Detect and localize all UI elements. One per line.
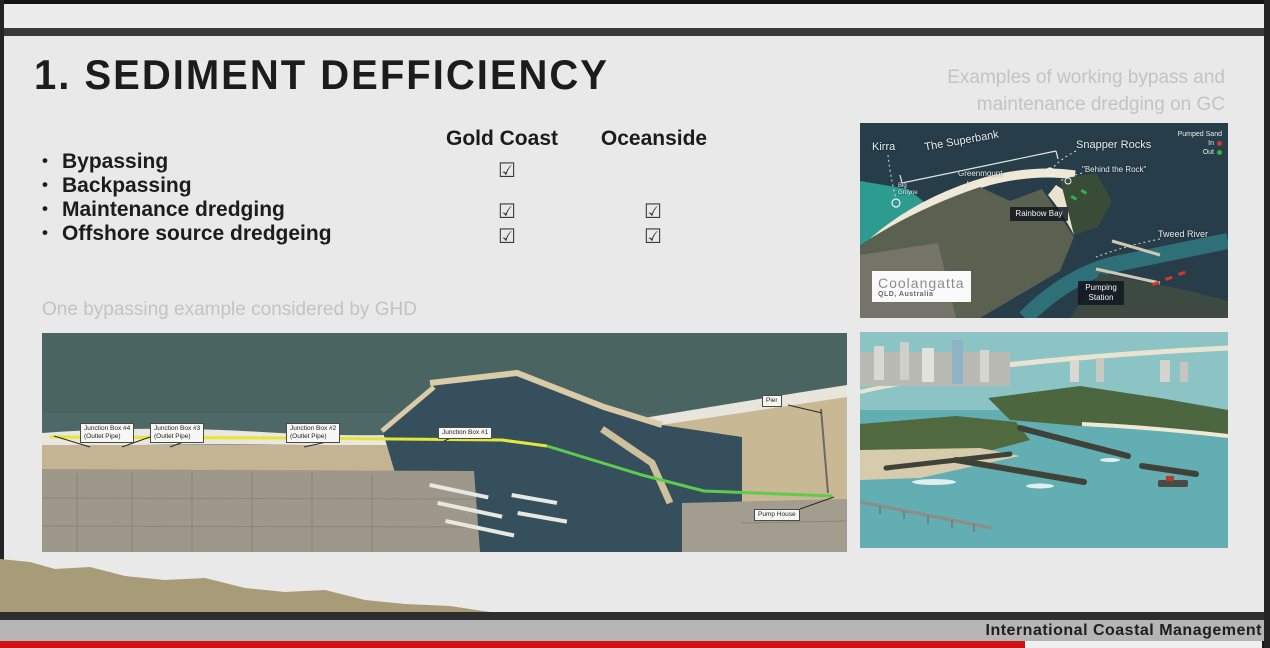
label-line: Station (1088, 293, 1114, 302)
row-label-text: Maintenance dredging (62, 198, 285, 221)
label-line: Pumping (1085, 283, 1117, 292)
bullet-icon: • (42, 199, 48, 218)
checkbox-offshore-oceanside: ☑ (644, 226, 662, 248)
pumped-sand-legend: Pumped Sand In Out (1160, 131, 1222, 156)
bullet-icon: • (42, 151, 48, 170)
oceanside-aerial-figure: Junction Box #4 (Outlet Pipe) Junction B… (42, 333, 847, 552)
examples-caption-line2: maintenance dredging on GC (976, 94, 1225, 115)
bullet-icon: • (42, 175, 48, 194)
junction-box-4-label: Junction Box #4 (Outlet Pipe) (80, 423, 135, 443)
checkbox-maintenance-gold-coast: ☑ (498, 201, 516, 223)
junction-box-3-label: Junction Box #3 (Outlet Pipe) (150, 423, 205, 443)
kirra-label: Kirra (872, 141, 896, 153)
video-progress-bar[interactable] (0, 641, 1270, 648)
behind-the-rock-label: "Behind the Rock" (1082, 165, 1147, 174)
pier-label: Pier (762, 395, 782, 407)
bullet-icon: • (42, 223, 48, 242)
place-name: Coolangatta (878, 275, 965, 291)
coolangatta-place-card: Coolangatta QLD, Australia (872, 271, 971, 302)
video-progress-played[interactable] (0, 641, 1025, 648)
slide-title: 1. SEDIMENT DEFFICIENCY (34, 52, 609, 99)
label-line: Junction Box #3 (154, 425, 201, 432)
slide-top-divider (0, 28, 1270, 36)
examples-caption: Examples of working bypass and maintenan… (805, 64, 1225, 118)
row-label-text: Bypassing (62, 150, 169, 173)
right-frame-edge (1264, 0, 1270, 648)
big-groyne-label: Big Groyne (898, 183, 918, 196)
legend-out-label: Out (1202, 149, 1214, 156)
checkbox-bypassing-gold-coast: ☑ (498, 160, 516, 182)
oceanside-aerial-art (42, 333, 847, 552)
checkbox-offshore-gold-coast: ☑ (498, 226, 516, 248)
place-subtitle: QLD, Australia (878, 291, 934, 298)
pump-house-label: Pump House (754, 509, 800, 521)
label-line: Junction Box #2 (290, 425, 337, 432)
greenmount-label: Greenmount (958, 169, 1003, 178)
label-line: Junction Box #4 (84, 425, 131, 432)
legend-in-label: In (1208, 140, 1214, 147)
label-line: (Outlet Pipe) (290, 433, 327, 440)
row-label-text: Backpassing (62, 174, 192, 197)
legend-title: Pumped Sand (1177, 131, 1222, 138)
footer-strip (0, 620, 1270, 641)
top-letterbox-bar (0, 0, 1270, 4)
label-line: (Outlet Pipe) (84, 433, 121, 440)
examples-caption-line1: Examples of working bypass and (947, 67, 1225, 88)
rainbow-bay-label: Rainbow Bay (1010, 207, 1068, 221)
slide-bottom-divider (0, 612, 1270, 620)
checklist-row-backpassing: • Backpassing (42, 174, 192, 198)
tweed-entrance-photo-figure (860, 332, 1228, 548)
tweed-river-label: Tweed River (1158, 229, 1209, 239)
checklist-row-offshore-source-dredgeing: • Offshore source dredgeing (42, 222, 332, 246)
junction-box-2-label: Junction Box #2 (Outlet Pipe) (286, 423, 341, 443)
pumping-station-label: Pumping Station (1078, 281, 1124, 305)
left-frame-edge (0, 0, 4, 612)
gold-coast-map-figure: Kirra The Superbank Snapper Rocks "Behin… (860, 123, 1228, 318)
brand-footer: International Coastal Management (985, 622, 1262, 639)
legend-in-dot-icon (1217, 141, 1222, 146)
checklist-row-bypassing: • Bypassing (42, 150, 168, 174)
tweed-entrance-photo-art (860, 332, 1228, 548)
slide-top-strip (0, 4, 1270, 28)
checklist-row-maintenance-dredging: • Maintenance dredging (42, 198, 285, 222)
column-header-oceanside: Oceanside (600, 127, 708, 150)
row-label-text: Offshore source dredgeing (62, 222, 332, 245)
legend-out-dot-icon (1217, 150, 1222, 155)
bypass-example-caption: One bypassing example considered by GHD (42, 299, 417, 320)
label-line: (Outlet Pipe) (154, 433, 191, 440)
checkbox-maintenance-oceanside: ☑ (644, 201, 662, 223)
junction-box-1-label: Junction Box #1 (438, 427, 493, 439)
snapper-rocks-label: Snapper Rocks (1076, 139, 1152, 151)
column-header-gold-coast: Gold Coast (445, 127, 558, 150)
